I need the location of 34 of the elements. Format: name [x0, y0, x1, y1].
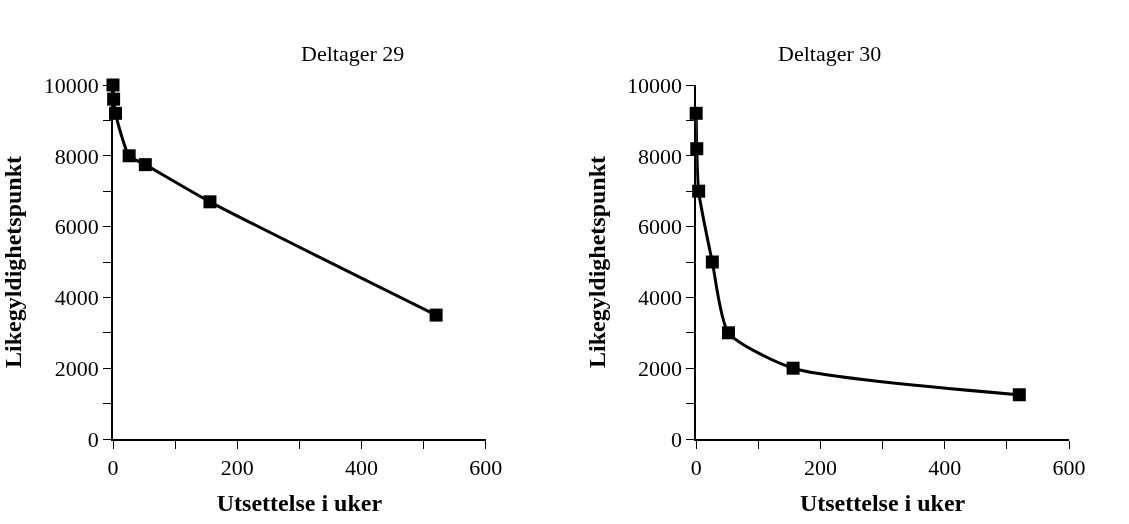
y-tick-label: 0: [87, 426, 99, 452]
x-axis-title: Utsettelse i uker: [216, 489, 383, 516]
point: [721, 326, 735, 340]
x-tick-label: 0: [107, 455, 119, 481]
y-tick-label: 2000: [638, 355, 683, 381]
point: [429, 308, 443, 322]
y-tick-label: 10000: [627, 72, 683, 98]
y-tick-label: 0: [671, 426, 683, 452]
point: [786, 361, 800, 375]
point: [1012, 388, 1026, 402]
y-tick-label: 4000: [638, 285, 683, 311]
chart-title: Deltager 30: [778, 41, 882, 66]
chart-title: Deltager 29: [301, 41, 405, 66]
point: [138, 158, 152, 172]
y-tick-label: 4000: [54, 285, 99, 311]
y-tick-label: 6000: [54, 214, 99, 240]
x-tick-label: 400: [345, 455, 379, 481]
y-tick-label: 10000: [43, 72, 99, 98]
y-tick-label: 8000: [638, 143, 683, 169]
x-tick-label: 200: [803, 455, 837, 481]
x-tick-label: 600: [469, 455, 503, 481]
y-tick-label: 6000: [638, 214, 683, 240]
y-axis-title: Likegyldighetspunkt: [0, 155, 27, 369]
point: [203, 195, 217, 209]
x-axis-title: Utsettelse i uker: [799, 489, 966, 516]
point: [705, 255, 719, 269]
y-axis-title: Likegyldighetspunkt: [583, 155, 610, 369]
y-tick-label: 8000: [54, 143, 99, 169]
point: [122, 149, 136, 163]
x-tick-label: 200: [220, 455, 254, 481]
y-tick-label: 2000: [54, 355, 99, 381]
x-tick-label: 0: [690, 455, 702, 481]
x-tick-label: 600: [1052, 455, 1086, 481]
x-tick-label: 400: [928, 455, 962, 481]
